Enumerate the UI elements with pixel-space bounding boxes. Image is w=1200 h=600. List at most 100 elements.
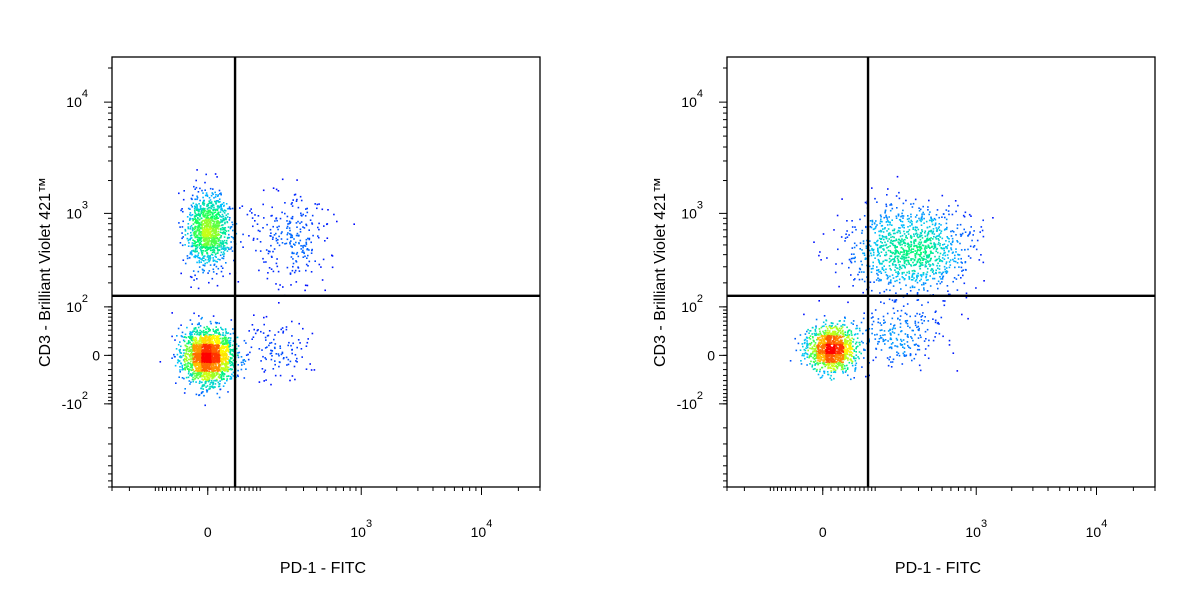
event-dot bbox=[888, 234, 890, 236]
event-dot bbox=[219, 341, 221, 344]
event-dot bbox=[854, 370, 856, 372]
event-dot bbox=[187, 376, 190, 379]
event-dot bbox=[885, 274, 888, 276]
event-dot bbox=[946, 226, 948, 229]
event-dot bbox=[859, 268, 862, 271]
event-dot bbox=[905, 354, 908, 357]
event-dot bbox=[898, 281, 901, 284]
event-dot bbox=[220, 244, 222, 247]
event-dot bbox=[211, 233, 214, 235]
event-dot bbox=[276, 258, 278, 260]
event-dot bbox=[290, 217, 293, 220]
event-dot bbox=[900, 215, 902, 218]
event-dot bbox=[849, 260, 852, 263]
event-dot bbox=[286, 215, 289, 218]
event-dot bbox=[875, 225, 877, 228]
event-dot bbox=[176, 353, 179, 356]
event-dot bbox=[262, 332, 265, 334]
event-dot bbox=[217, 267, 220, 270]
event-dot bbox=[184, 361, 186, 363]
event-dot bbox=[212, 382, 214, 385]
event-dot bbox=[191, 378, 194, 381]
event-dot bbox=[222, 359, 224, 361]
event-dot bbox=[947, 290, 949, 292]
event-dot bbox=[228, 368, 230, 371]
event-dot bbox=[908, 272, 911, 275]
event-dot bbox=[212, 362, 214, 365]
event-dot bbox=[885, 243, 888, 246]
event-dot bbox=[193, 207, 196, 210]
event-dot bbox=[187, 239, 190, 242]
event-dot bbox=[208, 342, 211, 344]
event-dot bbox=[290, 203, 293, 205]
event-dot bbox=[224, 210, 227, 212]
event-dot bbox=[189, 218, 191, 221]
event-dot bbox=[221, 354, 223, 357]
event-dot bbox=[218, 239, 221, 241]
event-dot bbox=[218, 224, 221, 227]
event-dot bbox=[197, 214, 199, 217]
event-dot bbox=[211, 360, 213, 363]
event-dot bbox=[969, 231, 971, 233]
event-dot bbox=[215, 352, 218, 355]
event-dot bbox=[281, 242, 284, 244]
event-dot bbox=[216, 357, 219, 360]
event-dot bbox=[197, 208, 200, 211]
event-dot bbox=[353, 223, 355, 225]
event-dot bbox=[187, 342, 190, 345]
event-dot bbox=[218, 335, 221, 337]
event-dot bbox=[229, 350, 232, 353]
event-dot bbox=[214, 351, 217, 354]
event-dot bbox=[854, 364, 857, 367]
event-dot bbox=[196, 246, 199, 248]
event-dot bbox=[894, 232, 896, 235]
event-dot bbox=[883, 269, 885, 272]
event-dot bbox=[973, 245, 976, 247]
event-dot bbox=[924, 282, 927, 285]
event-dot bbox=[879, 262, 881, 265]
event-dot bbox=[924, 235, 927, 238]
event-dot bbox=[290, 344, 292, 347]
event-dot bbox=[925, 279, 928, 281]
event-dot bbox=[194, 225, 196, 228]
event-dot bbox=[293, 271, 296, 274]
event-dot bbox=[964, 211, 967, 214]
event-dot bbox=[909, 286, 912, 289]
event-dot bbox=[209, 223, 212, 226]
event-dot bbox=[210, 336, 213, 339]
event-dot bbox=[219, 205, 221, 208]
event-dot bbox=[882, 338, 884, 341]
event-dot bbox=[207, 342, 209, 345]
event-dot bbox=[219, 254, 222, 257]
event-dot bbox=[184, 354, 186, 357]
event-dot bbox=[275, 188, 278, 191]
event-dot bbox=[199, 214, 202, 217]
event-dot bbox=[299, 231, 302, 233]
event-dot bbox=[217, 352, 219, 354]
event-dot bbox=[863, 280, 866, 283]
event-dot bbox=[214, 246, 216, 249]
event-dot bbox=[296, 232, 299, 235]
event-dot bbox=[889, 356, 891, 358]
event-dot bbox=[888, 238, 890, 240]
event-dot bbox=[890, 338, 893, 341]
event-dot bbox=[952, 280, 954, 283]
event-dot bbox=[954, 257, 956, 259]
event-dot bbox=[935, 259, 937, 262]
event-dot bbox=[194, 328, 197, 330]
event-dot bbox=[852, 320, 855, 322]
event-dot bbox=[204, 358, 207, 360]
event-dot bbox=[918, 348, 921, 351]
event-dot bbox=[863, 357, 865, 359]
event-dot bbox=[220, 357, 223, 360]
event-dot bbox=[222, 240, 224, 243]
event-dot bbox=[893, 301, 896, 303]
event-dot bbox=[929, 264, 932, 266]
event-dot bbox=[237, 345, 240, 347]
event-dot bbox=[920, 319, 923, 321]
event-dot bbox=[851, 231, 854, 234]
event-dot bbox=[992, 217, 994, 219]
event-dot bbox=[189, 374, 191, 377]
event-dot bbox=[212, 373, 214, 376]
event-dot bbox=[199, 368, 202, 370]
